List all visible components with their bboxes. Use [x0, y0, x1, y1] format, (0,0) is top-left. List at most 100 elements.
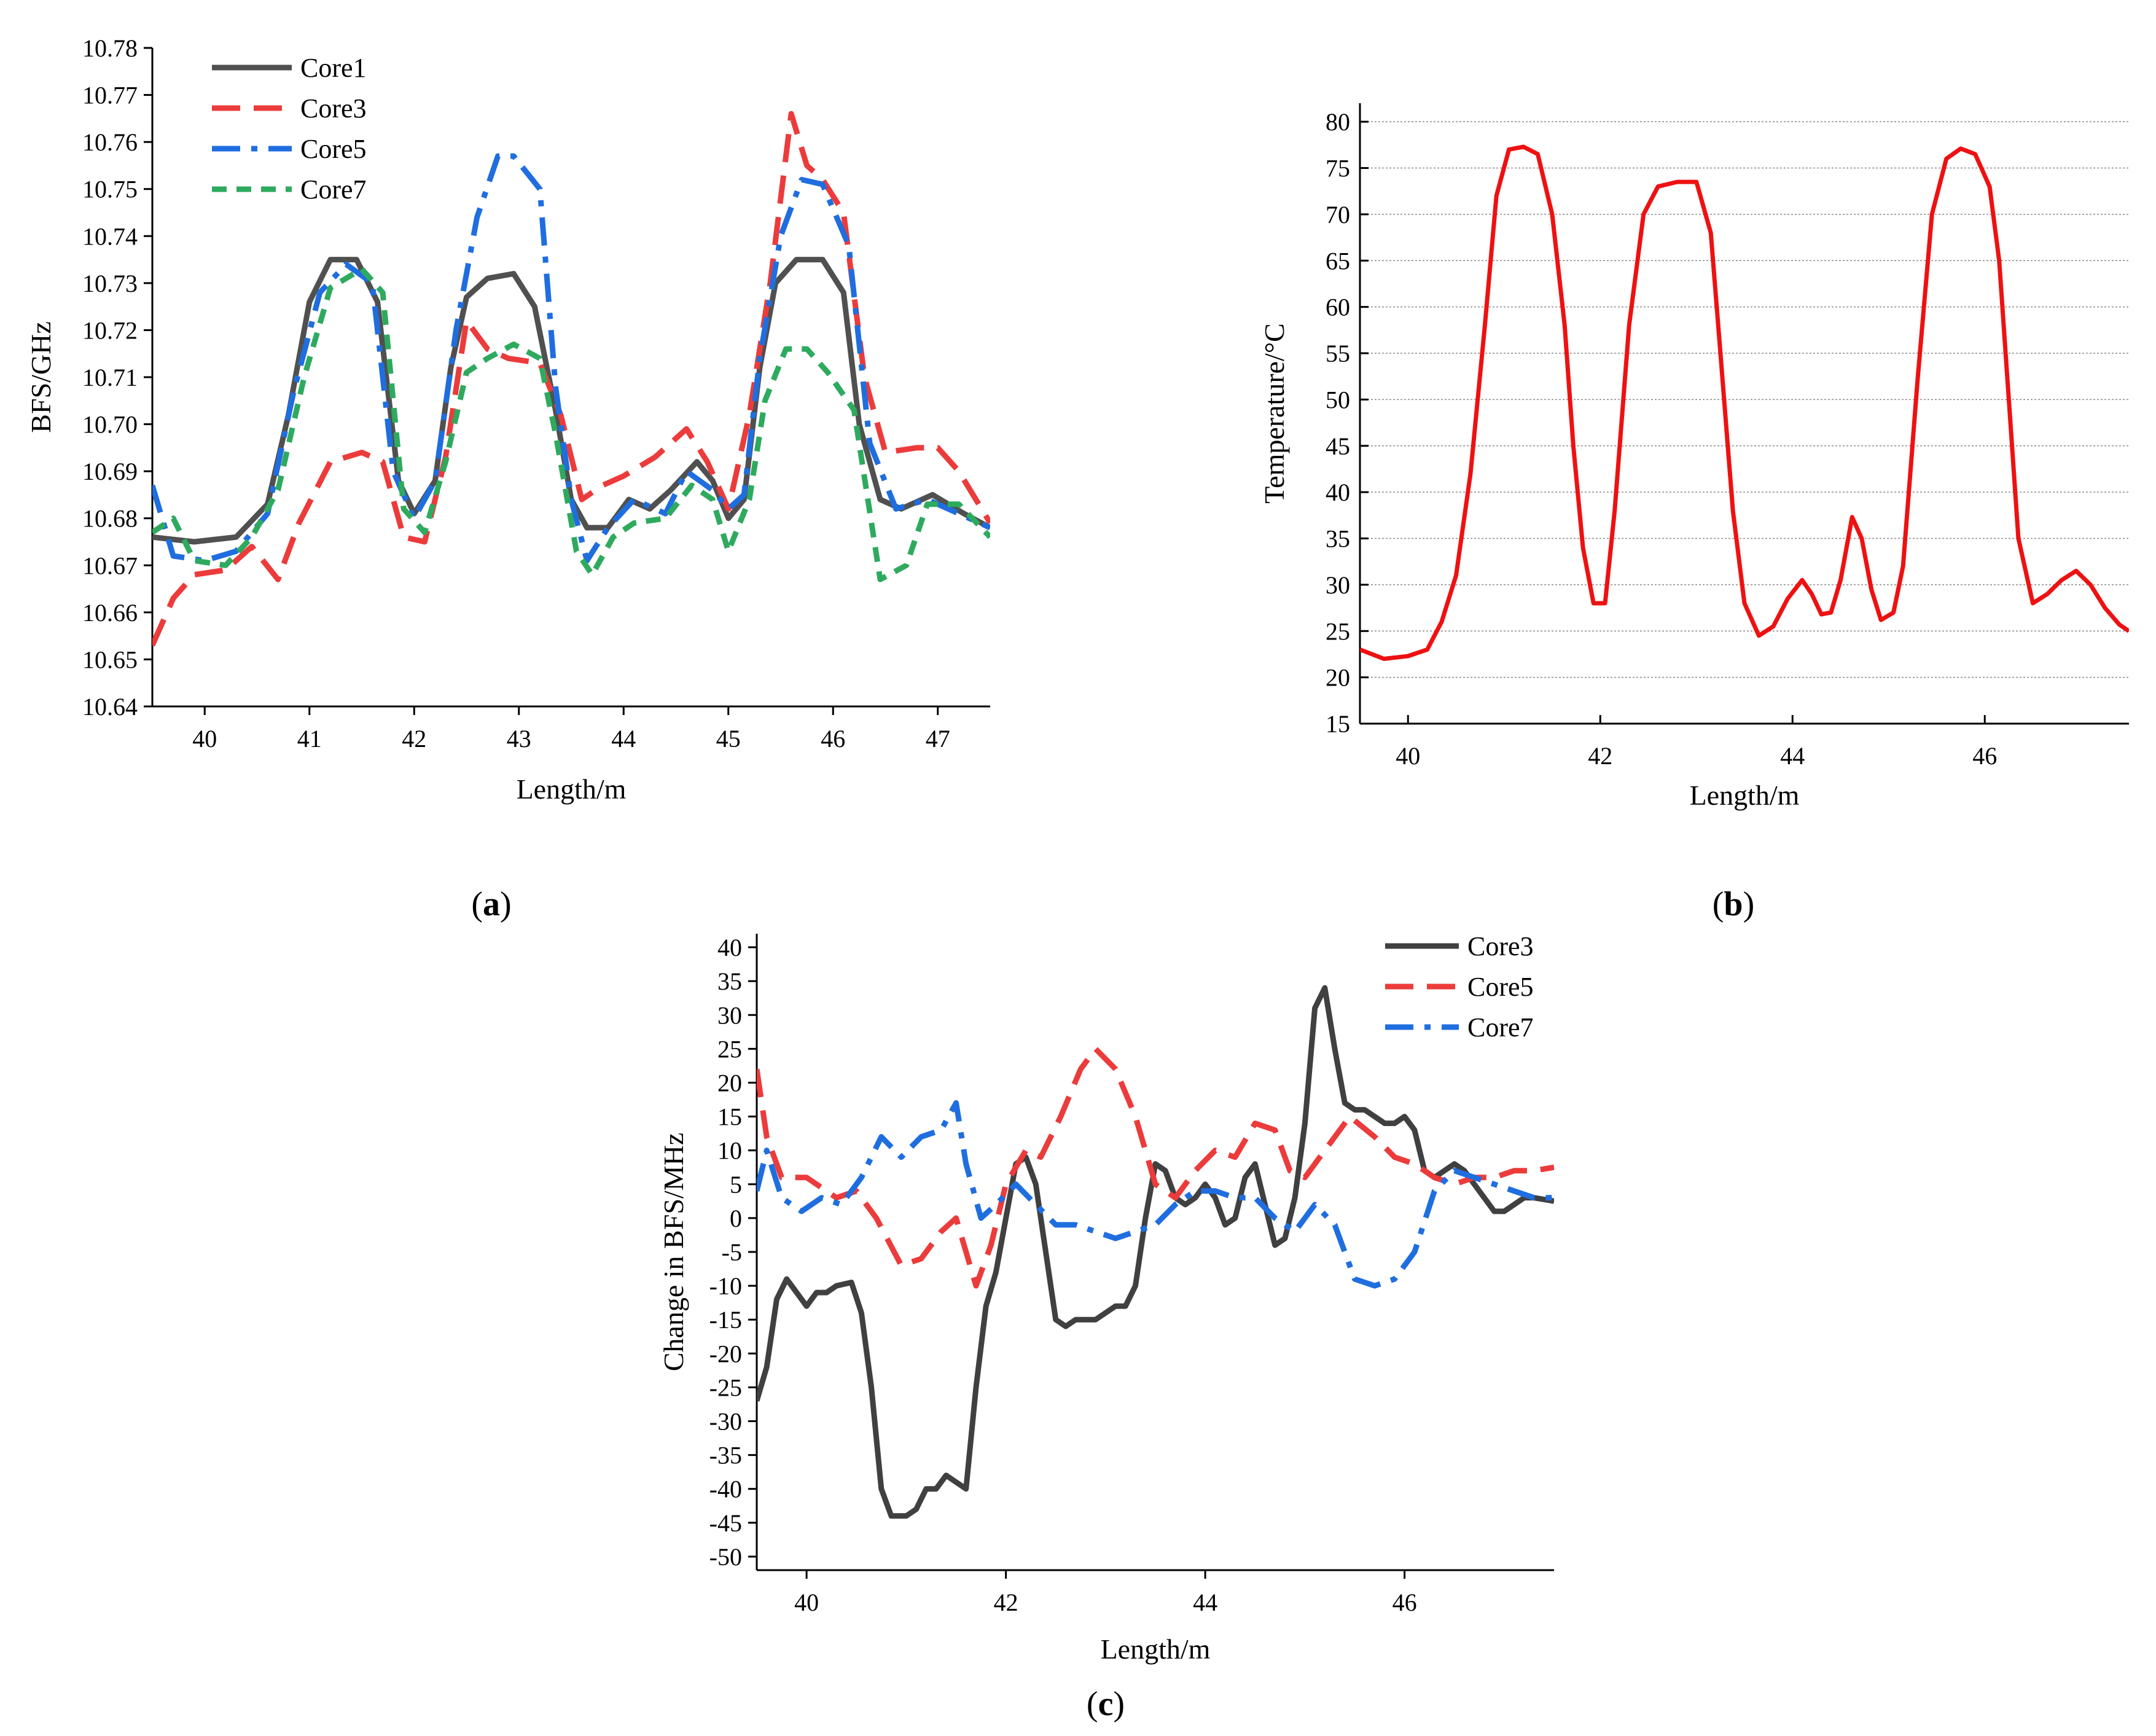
y-tick-label: 40: [1326, 479, 1350, 506]
y-tick-label: 10: [717, 1137, 742, 1165]
x-tick-label: 44: [1193, 1589, 1217, 1616]
y-tick-label: -20: [709, 1340, 742, 1367]
panel-label-part: (: [1087, 1685, 1098, 1723]
y-tick-label: -50: [709, 1543, 742, 1571]
legend: Core3 Core5 Core7: [1385, 931, 1534, 1042]
y-tick-label: 10.70: [82, 411, 138, 439]
y-tick-label: 10.65: [82, 646, 138, 673]
panel-label: (a): [471, 885, 511, 923]
x-axis-title: Length/m: [517, 773, 627, 805]
y-tick-label: -40: [709, 1476, 742, 1503]
chart-c: -50-45-40-35-30-25-20-15-10-505101520253…: [658, 931, 1554, 1723]
series-line-temperature: [1360, 144, 2129, 661]
y-axis-title: BFS/GHz: [25, 321, 57, 432]
y-tick-label: 30: [717, 1001, 742, 1029]
legend-label: Core7: [300, 174, 367, 205]
series-line-core7: [757, 1100, 1554, 1289]
panel-label-part: c: [1098, 1685, 1114, 1723]
y-tick-label: 25: [1326, 617, 1350, 645]
y-tick-label: 15: [717, 1103, 742, 1131]
y-tick-label: 60: [1326, 294, 1350, 321]
y-tick-label: 45: [1326, 432, 1350, 460]
y-tick-label: 10.72: [82, 316, 138, 344]
series-line-core3: [757, 985, 1554, 1519]
y-axis-title: Change in BFS/MHz: [658, 1133, 689, 1371]
series-line-core7: [152, 266, 990, 582]
y-axis-title: Temperature/°C: [1259, 323, 1290, 504]
series-line-core1: [152, 257, 990, 545]
chart-a: 10.64 10.65 10.66 10.67 10.68 10.69 10.70 10.71…: [25, 34, 990, 923]
x-axis-title: Length/m: [1690, 780, 1800, 811]
y-tick-label: -15: [709, 1306, 742, 1334]
y-tick-label: 20: [1326, 664, 1350, 692]
legend: Core1 Core3 Core5 Core7: [212, 53, 367, 205]
y-tick-label: -45: [709, 1509, 742, 1537]
legend-label: Core7: [1467, 1012, 1534, 1042]
y-tick-label: 20: [717, 1069, 742, 1097]
y-tick-label: 50: [1326, 386, 1350, 413]
series-line-core3: [152, 111, 990, 647]
series-line-core5: [757, 1046, 1554, 1289]
panel-label: (c): [1087, 1685, 1125, 1723]
panel-label: (b): [1713, 885, 1754, 923]
panel-label-part: a: [483, 885, 500, 923]
x-tick-label: 46: [1392, 1589, 1417, 1616]
y-tick-label: 5: [730, 1171, 742, 1198]
x-tick-label: 45: [716, 725, 741, 753]
y-tick-label: 40: [717, 934, 742, 961]
y-tick-label: 35: [717, 968, 742, 995]
y-tick-label: 10.71: [82, 364, 138, 391]
x-tick-label: 42: [402, 725, 426, 753]
panel-label-part: ): [1743, 885, 1755, 923]
y-tick-label: -25: [709, 1374, 742, 1401]
panel-label-part: ): [500, 885, 512, 923]
y-tick-label: 10.69: [82, 458, 138, 485]
x-tick-label: 46: [1972, 742, 1997, 770]
x-tick-label: 41: [297, 725, 322, 753]
y-tick-label: 10.77: [82, 82, 138, 109]
panel-label-part: (: [471, 885, 483, 923]
y-tick-label: 10.67: [82, 552, 138, 579]
y-tick-label: 35: [1326, 525, 1350, 553]
x-tick-label: 40: [1396, 742, 1420, 770]
y-tick-label: 15: [1326, 710, 1350, 738]
y-tick-label: 10.64: [82, 693, 138, 721]
legend-label: Core3: [1467, 931, 1534, 961]
x-tick-label: 44: [611, 725, 636, 753]
y-tick-label: 30: [1326, 571, 1350, 599]
x-tick-label: 44: [1780, 742, 1805, 770]
legend-label: Core5: [1467, 972, 1534, 1002]
panel-label-part: b: [1724, 885, 1743, 923]
y-tick-label: -30: [709, 1408, 742, 1436]
x-tick-label: 42: [1588, 742, 1612, 770]
y-tick-label: 10.78: [82, 34, 138, 62]
x-tick-label: 40: [794, 1589, 819, 1616]
y-tick-label: 80: [1326, 108, 1350, 136]
y-tick-label: 55: [1326, 340, 1350, 367]
x-tick-label: 43: [507, 725, 531, 753]
x-axis-title: Length/m: [1101, 1633, 1211, 1665]
x-tick-label: 47: [926, 725, 950, 753]
y-tick-label: 10.68: [82, 505, 138, 533]
panel-label-part: (: [1713, 885, 1724, 923]
y-tick-label: 75: [1326, 155, 1350, 182]
y-tick-label: 10.76: [82, 128, 138, 156]
panel-label-part: ): [1113, 1685, 1125, 1723]
y-tick-label: -10: [709, 1272, 742, 1300]
legend-label: Core3: [300, 93, 367, 123]
y-tick-label: 10.73: [82, 270, 138, 297]
y-tick-label: -5: [722, 1238, 742, 1266]
legend-label: Core5: [300, 134, 367, 164]
y-tick-label: 10.74: [82, 222, 138, 250]
y-tick-label: 10.75: [82, 176, 138, 203]
y-tick-label: 0: [730, 1205, 742, 1232]
y-tick-label: 65: [1326, 247, 1350, 275]
x-tick-label: 46: [821, 725, 845, 753]
series-line-core5: [152, 153, 990, 564]
x-tick-label: 42: [994, 1589, 1018, 1616]
y-tick-label: 70: [1326, 201, 1350, 229]
y-tick-label: 10.66: [82, 599, 138, 627]
legend-label: Core1: [300, 53, 367, 83]
chart-b: 15 20 25 30 35 40 45 50 55 60 65 70 75 80 40 42 44 46 Leng…: [1259, 103, 2129, 923]
